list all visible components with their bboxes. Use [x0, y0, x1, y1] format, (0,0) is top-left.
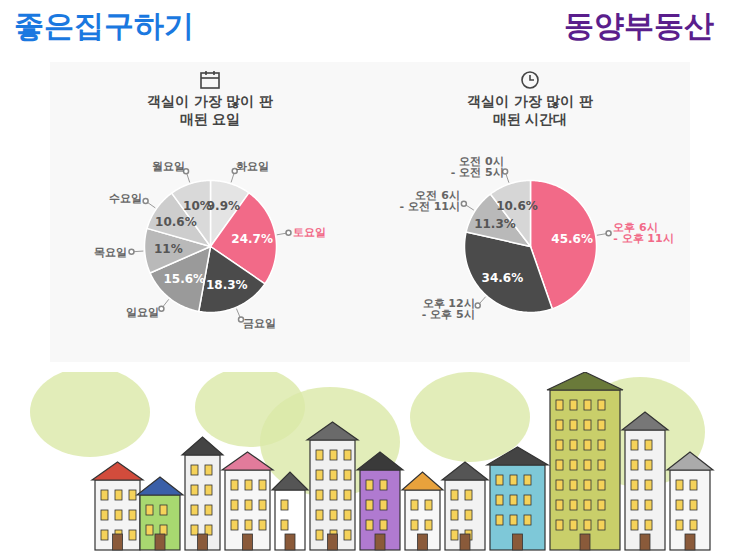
svg-text:24.7%: 24.7%: [231, 232, 273, 246]
svg-text:수요일: 수요일: [109, 192, 142, 205]
html-text:좋은집구하기: 좋은집구하기: [14, 8, 194, 43]
svg-text:10.6%: 10.6%: [496, 199, 538, 213]
svg-text:10.6%: 10.6%: [155, 215, 197, 229]
svg-text:오후 6시- 오후 11시: 오후 6시- 오후 11시: [613, 221, 674, 245]
html-text:동양부동산: 동양부동산: [564, 8, 714, 43]
svg-text:월요일: 월요일: [152, 160, 185, 173]
svg-text:오전 6시- 오전 11시: 오전 6시- 오전 11시: [399, 189, 460, 213]
svg-text:9.9%: 9.9%: [206, 199, 241, 214]
svg-text:34.6%: 34.6%: [482, 271, 524, 285]
html-text:객실이 가장 많이 판매된 요일: 객실이 가장 많이 판매된 요일: [146, 93, 274, 127]
svg-text:오전 0시- 오전 5시: 오전 0시- 오전 5시: [451, 155, 504, 179]
svg-text:일요일: 일요일: [126, 306, 159, 319]
svg-text:11%: 11%: [154, 242, 183, 256]
svg-text:화요일: 화요일: [236, 160, 269, 173]
svg-text:토요일: 토요일: [293, 225, 326, 238]
svg-text:15.6%: 15.6%: [163, 272, 205, 286]
svg-text:18.3%: 18.3%: [206, 278, 248, 292]
html-text:객실이 가장 많이 판매된 시간대: 객실이 가장 많이 판매된 시간대: [466, 93, 594, 127]
svg-text:10%: 10%: [183, 199, 212, 213]
svg-text:45.6%: 45.6%: [551, 232, 593, 246]
svg-text:11.3%: 11.3%: [474, 217, 516, 231]
svg-text:오후 12시- 오후 5시: 오후 12시- 오후 5시: [422, 297, 475, 321]
svg-text:금요일: 금요일: [243, 317, 276, 330]
svg-text:목요일: 목요일: [94, 246, 127, 259]
